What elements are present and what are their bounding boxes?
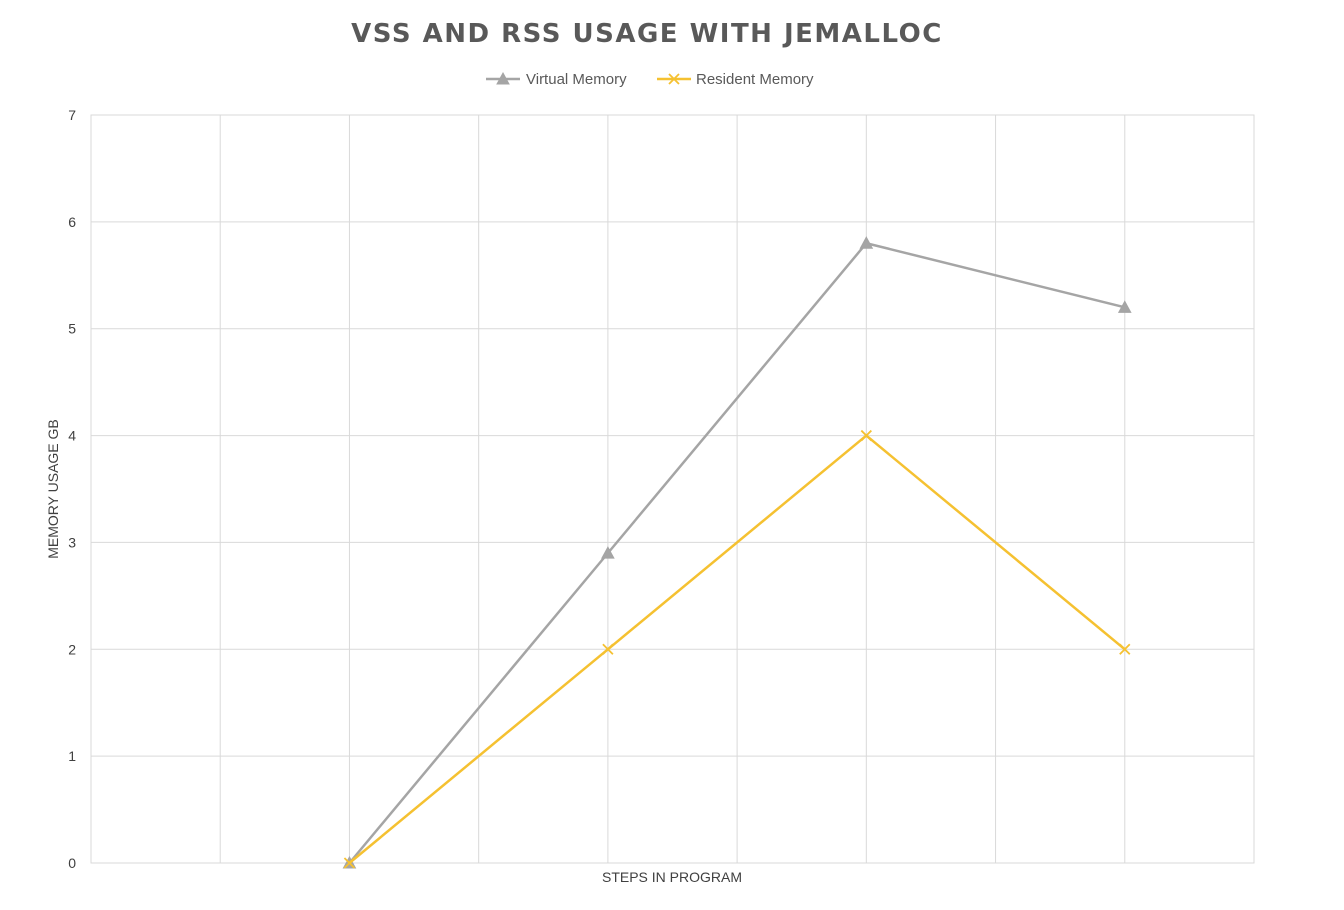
y-tick-label: 2 [68, 641, 76, 657]
y-tick-label: 1 [68, 748, 76, 764]
y-axis-ticks: 0 1 2 3 4 5 6 7 [68, 107, 76, 871]
series-group [343, 429, 1131, 869]
data-point-x [343, 857, 356, 869]
legend-item: Virtual Memory [486, 71, 627, 88]
series-layer [342, 236, 1132, 869]
y-tick-label: 6 [68, 214, 76, 230]
legend-item: Resident Memory [657, 71, 814, 88]
y-tick-label: 7 [68, 107, 76, 123]
y-tick-label: 5 [68, 321, 76, 337]
grid [91, 114, 1255, 864]
data-point-triangle [601, 546, 615, 559]
series-line [348, 434, 1126, 864]
y-tick-label: 3 [68, 534, 76, 550]
series-line [348, 241, 1126, 864]
data-point-triangle [496, 71, 510, 85]
y-axis-label: MEMORY USAGE GB [45, 419, 61, 559]
data-point-triangle [859, 236, 874, 249]
y-tick-label: 4 [68, 428, 76, 444]
legend: Virtual Memory Resident Memory [486, 71, 814, 88]
data-point-x [602, 643, 614, 655]
legend-label: Virtual Memory [526, 71, 627, 88]
legend-label: Resident Memory [696, 71, 814, 88]
chart-title: VSS AND RSS USAGE WITH JEMALLOC [351, 19, 943, 49]
plot-area [90, 114, 1255, 864]
x-axis-label: STEPS IN PROGRAM [602, 869, 742, 885]
data-point-x [1119, 643, 1131, 655]
data-point-x [668, 73, 680, 85]
data-point-x [860, 429, 872, 442]
y-tick-label: 0 [68, 855, 76, 871]
data-point-triangle [1117, 300, 1132, 313]
